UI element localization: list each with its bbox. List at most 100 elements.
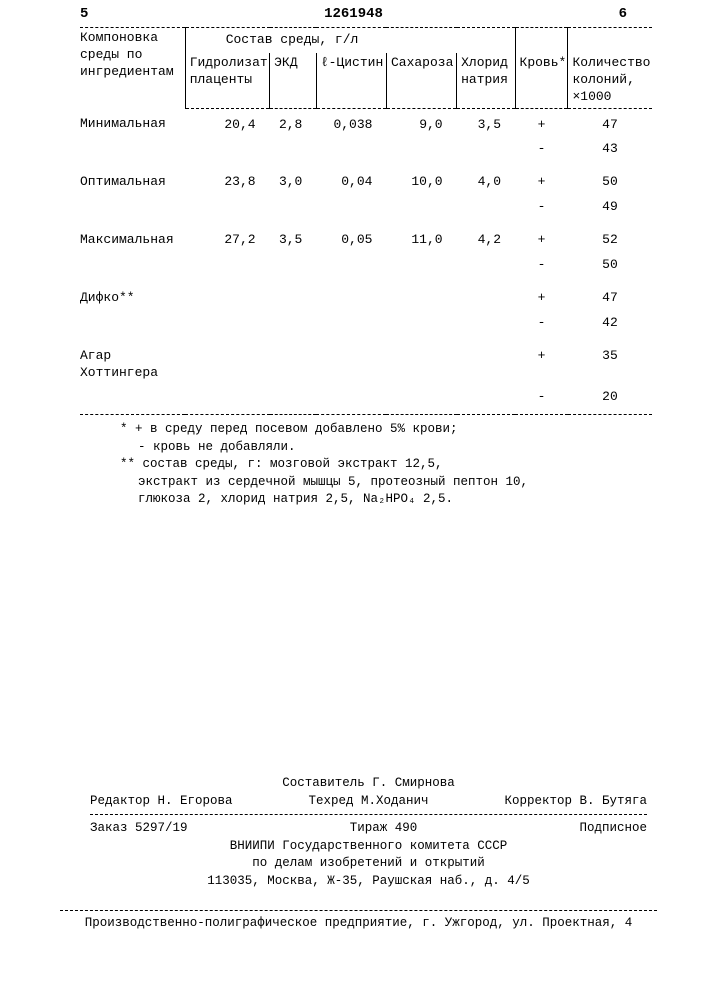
cell [185,340,269,390]
table-row: Оптимальная23,83,00,0410,04,0+50 [80,166,652,199]
cell: 23,8 [185,166,269,199]
cell [457,389,515,414]
cell: Минимальная [80,108,185,141]
cell [185,389,269,414]
footer-block: Производственно-полиграфическое предприя… [0,906,707,930]
cell: 3,5 [457,108,515,141]
footnote-line: экстракт из сердечной мышцы 5, протеозны… [120,474,652,492]
cell [270,282,317,315]
cell [316,141,386,166]
table-row: -20 [80,389,652,414]
page-left: 5 [80,6,88,22]
cell [185,257,269,282]
cell: 49 [568,199,652,224]
table-row: -42 [80,315,652,340]
org-line: ВНИИПИ Государственного комитета СССР [90,838,647,856]
cell [270,340,317,390]
cell: 52 [568,224,652,257]
cell: Оптимальная [80,166,185,199]
cell [386,315,456,340]
cell [316,315,386,340]
page-header: 5 1261948 6 [0,0,707,22]
table-row: Агар Хоттингера+35 [80,340,652,390]
cell: 3,0 [270,166,317,199]
cell: 9,0 [386,108,456,141]
table-container: Компоновка среды по ингредиентам Состав … [0,22,707,415]
cell [185,315,269,340]
addr: 113035, Москва, Ж-35, Раушская наб., д. … [90,873,647,891]
cell [316,340,386,390]
page-right: 6 [619,6,627,22]
cell: 20,4 [185,108,269,141]
cell: 10,0 [386,166,456,199]
cell: Дифко** [80,282,185,315]
cell: 43 [568,141,652,166]
cell: - [515,315,568,340]
cell [185,282,269,315]
cell: - [515,257,568,282]
cell: - [515,389,568,414]
footnote-line: - кровь не добавляли. [120,439,652,457]
cell: 20 [568,389,652,414]
cell [386,282,456,315]
col-header: ЭКД [270,53,317,108]
table-row: -43 [80,141,652,166]
cell [386,141,456,166]
cell: 47 [568,282,652,315]
row-header-title: Компоновка среды по ингредиентам [80,28,185,109]
cell [457,340,515,390]
cell [185,199,269,224]
cell: 0,05 [316,224,386,257]
cell [316,282,386,315]
cell: Агар Хоттингера [80,340,185,390]
cell [386,257,456,282]
footnote-line: глюкоза 2, хлорид натрия 2,5, Na₂HPO₄ 2,… [120,491,652,509]
table-row: -50 [80,257,652,282]
cell: - [515,199,568,224]
cell: 0,04 [316,166,386,199]
cell: 50 [568,257,652,282]
table-row: Дифко** +47 [80,282,652,315]
cell [316,257,386,282]
order: Заказ 5297/19 [90,820,188,838]
cell: Максимальная [80,224,185,257]
cell: 0,038 [316,108,386,141]
cell [80,199,185,224]
cell [270,141,317,166]
cell [185,141,269,166]
cell: 27,2 [185,224,269,257]
cell: + [515,224,568,257]
cell: + [515,108,568,141]
techred: Техред М.Ходанич [308,793,428,811]
cell [457,141,515,166]
org-line: по делам изобретений и открытий [90,855,647,873]
col-header: Количество колоний, ×1000 [568,53,652,108]
cell [386,199,456,224]
footnote-line: ** состав среды, г: мозговой экстракт 12… [120,456,652,474]
cell [386,340,456,390]
data-table: Компоновка среды по ингредиентам Состав … [80,27,652,415]
cell: 11,0 [386,224,456,257]
col-header: Сахароза [386,53,456,108]
cell: + [515,166,568,199]
page-center: 1261948 [324,6,383,22]
cell [457,315,515,340]
col-header: Кровь* [515,53,568,108]
corrector: Корректор В. Бутяга [504,793,647,811]
cell [80,315,185,340]
cell [316,389,386,414]
table-row: -49 [80,199,652,224]
footnote-line: * + в среду перед посевом добавлено 5% к… [120,421,652,439]
editor: Редактор Н. Егорова [90,793,233,811]
footer-text: Производственно-полиграфическое предприя… [60,916,657,930]
cell [80,257,185,282]
cell [457,199,515,224]
spacer [568,28,652,53]
group-header: Состав среды, г/л [185,28,515,53]
cell: - [515,141,568,166]
cell [316,199,386,224]
table-row: Минимальная20,42,80,0389,03,5+47 [80,108,652,141]
cell: + [515,282,568,315]
cell [457,257,515,282]
cell [80,389,185,414]
